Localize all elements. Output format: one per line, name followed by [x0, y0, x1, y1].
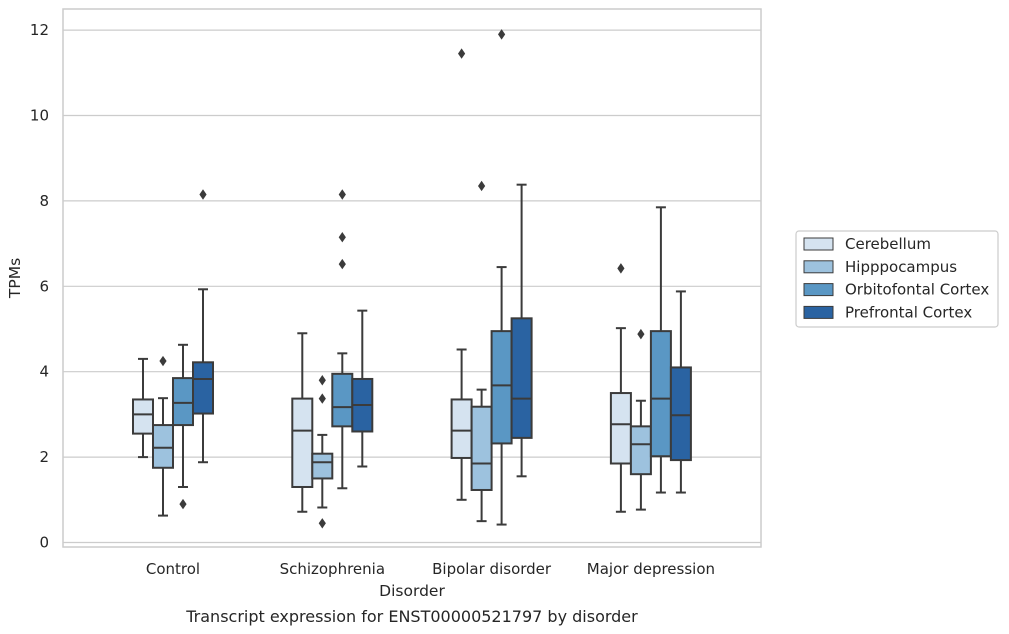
box-major-depression-orbitofontal-cortex — [649, 206, 672, 494]
box-control-hipppocampus — [152, 355, 174, 517]
box-bipolar-disorder-orbitofontal-cortex — [490, 29, 513, 526]
legend-frame — [795, 230, 999, 328]
box-iqr — [510, 317, 533, 439]
box-schizophrenia-orbitofontal-cortex — [331, 189, 354, 490]
outlier-point — [338, 189, 346, 200]
x-tick-label-schizophrenia: Schizophrenia — [280, 560, 385, 578]
x-tick-label-control: Control — [146, 560, 200, 578]
outlier-point — [478, 180, 486, 192]
box-major-depression-prefrontal-cortex — [669, 290, 692, 494]
y-tick-label: 0 — [39, 534, 49, 552]
box-major-depression-hipppocampus — [629, 328, 652, 511]
outlier-point — [458, 48, 466, 59]
legend-swatch-prefrontal-cortex — [803, 305, 834, 319]
x-tick-labels: Control Schizophrenia Bipolar disorder Majo… — [146, 560, 715, 578]
legend: Cerebellum Hipppocampus Orbitofontal Corte… — [795, 230, 999, 328]
box-iqr — [629, 425, 652, 476]
box-iqr — [609, 392, 632, 465]
box-control-cerebellum — [132, 357, 154, 459]
chart-caption: Transcript expression for ENST0000052179… — [185, 607, 638, 626]
y-tick-label: 12 — [30, 21, 49, 39]
box-control-orbitofontal-cortex — [172, 343, 194, 510]
box-plots — [132, 29, 692, 529]
outlier-point — [199, 189, 207, 200]
legend-label-hipppocampus: Hipppocampus — [845, 258, 957, 276]
box-schizophrenia-hipppocampus — [311, 375, 334, 529]
y-tick-label: 10 — [30, 107, 49, 125]
outlier-point — [637, 328, 645, 340]
box-iqr — [669, 366, 692, 462]
outlier-point — [318, 518, 326, 529]
legend-swatch-hipppocampus — [803, 260, 834, 274]
legend-label-cerebellum: Cerebellum — [845, 235, 931, 253]
legend-label-prefrontal-cortex: Prefrontal Cortex — [845, 303, 972, 321]
legend-swatch-cerebellum — [803, 237, 834, 251]
box-iqr — [490, 330, 513, 445]
box-iqr — [172, 377, 194, 427]
x-tick-label-major-depression: Major depression — [587, 560, 715, 578]
outlier-point — [338, 231, 346, 243]
box-iqr — [132, 398, 154, 435]
y-tick-label: 2 — [39, 448, 49, 466]
x-axis-title: Disorder — [379, 582, 445, 600]
outlier-point — [318, 375, 326, 386]
box-iqr — [331, 372, 354, 428]
x-tick-label-bipolar-disorder: Bipolar disorder — [432, 560, 552, 578]
y-tick-label: 8 — [39, 192, 49, 210]
legend-label-orbitofontal-cortex: Orbitofontal Cortex — [845, 281, 989, 299]
y-tick-label: 4 — [39, 363, 49, 381]
outlier-point — [179, 498, 187, 510]
box-iqr — [192, 361, 214, 415]
box-iqr — [152, 424, 174, 469]
box-iqr — [311, 452, 334, 480]
outlier-point — [338, 258, 346, 270]
box-control-prefrontal-cortex — [192, 189, 214, 464]
y-axis-title: TPMs — [6, 258, 24, 299]
box-iqr — [450, 398, 473, 459]
box-iqr — [470, 405, 493, 491]
box-bipolar-disorder-hipppocampus — [470, 180, 493, 523]
outlier-point — [159, 355, 167, 367]
box-iqr — [291, 397, 314, 488]
box-schizophrenia-cerebellum — [291, 332, 314, 513]
y-tick-labels: 0 2 4 6 8 10 12 — [30, 21, 49, 551]
box-major-depression-cerebellum — [609, 263, 632, 513]
box-bipolar-disorder-prefrontal-cortex — [510, 183, 533, 478]
y-tick-label: 6 — [39, 277, 49, 295]
legend-swatch-orbitofontal-cortex — [803, 283, 834, 297]
box-iqr — [649, 330, 672, 458]
grid-lines — [63, 29, 761, 544]
outlier-point — [498, 29, 506, 40]
outlier-point — [617, 263, 625, 274]
plot-frame — [62, 8, 762, 548]
outlier-point — [318, 393, 326, 404]
box-schizophrenia-prefrontal-cortex — [351, 309, 374, 468]
